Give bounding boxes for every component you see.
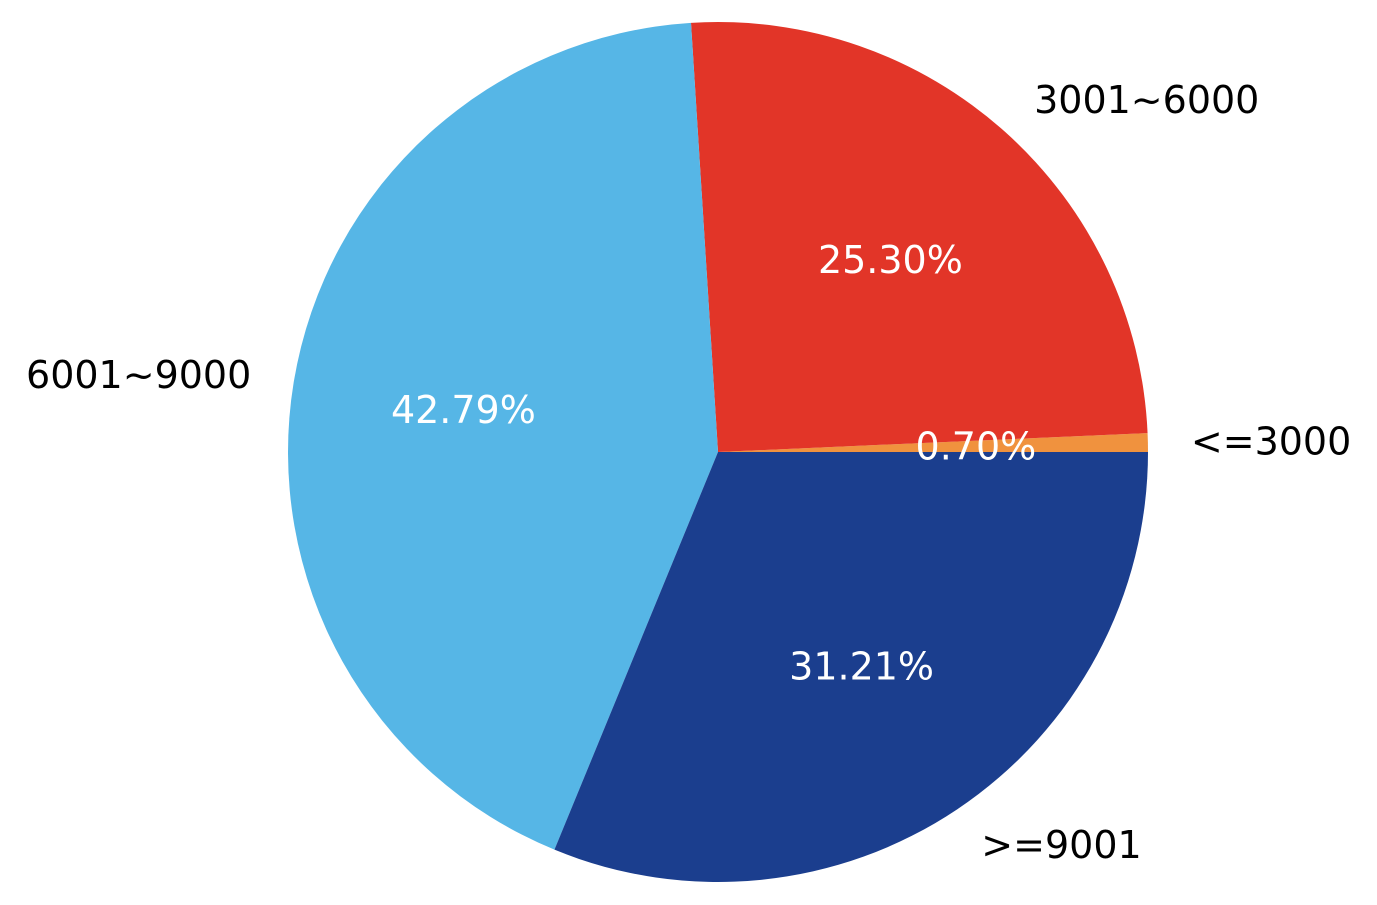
slice-category-label: >=9001: [981, 823, 1141, 867]
slice-category-label: 3001~6000: [1034, 78, 1259, 122]
slice-percentage-label: 31.21%: [789, 644, 934, 688]
pie-slice: [718, 433, 1148, 452]
slice-category-label: <=3000: [1191, 420, 1351, 464]
slice-percentage-label: 25.30%: [818, 238, 963, 282]
pie-slices: [288, 22, 1148, 882]
percentage-labels: 0.70% 25.30% 42.79% 31.21%: [391, 238, 1036, 688]
pie-slice: [691, 22, 1148, 453]
slice-percentage-label: 0.70%: [916, 424, 1037, 468]
slice-category-label: 6001~9000: [26, 353, 251, 397]
slice-percentage-label: 42.79%: [391, 388, 536, 432]
category-labels: <=3000 3001~6000 6001~9000 >=9001: [26, 78, 1351, 867]
pie-slice: [288, 22, 718, 850]
pie-slice: [554, 452, 1148, 882]
